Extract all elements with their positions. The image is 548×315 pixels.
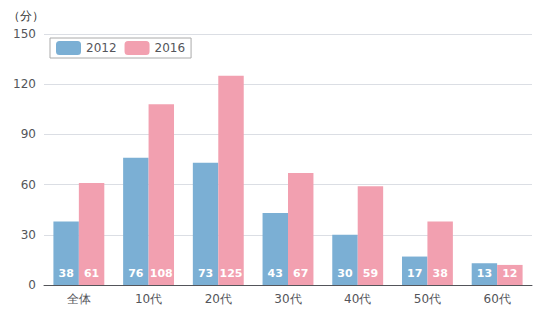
svg-text:43: 43	[268, 267, 283, 280]
svg-text:12: 12	[502, 267, 517, 280]
svg-text:60代: 60代	[484, 292, 511, 306]
svg-text:0: 0	[28, 278, 36, 292]
svg-text:17: 17	[407, 267, 422, 280]
svg-text:108: 108	[150, 267, 173, 280]
svg-text:30: 30	[21, 228, 36, 242]
svg-text:125: 125	[220, 267, 243, 280]
svg-text:38: 38	[58, 267, 73, 280]
svg-text:120: 120	[13, 77, 36, 91]
svg-text:67: 67	[293, 267, 308, 280]
svg-text:2012: 2012	[86, 41, 117, 55]
svg-text:73: 73	[198, 267, 213, 280]
svg-text:61: 61	[84, 267, 99, 280]
svg-text:90: 90	[21, 127, 36, 141]
svg-text:10代: 10代	[135, 292, 162, 306]
svg-text:60: 60	[21, 178, 36, 192]
svg-text:全体: 全体	[67, 292, 91, 306]
svg-text:76: 76	[128, 267, 144, 280]
svg-text:13: 13	[477, 267, 492, 280]
svg-text:30: 30	[337, 267, 353, 280]
svg-text:（分）: （分）	[8, 9, 44, 23]
svg-text:150: 150	[13, 27, 36, 41]
svg-text:20代: 20代	[205, 292, 232, 306]
svg-text:30代: 30代	[274, 292, 301, 306]
svg-text:40代: 40代	[344, 292, 371, 306]
svg-text:38: 38	[432, 267, 447, 280]
svg-text:59: 59	[363, 267, 378, 280]
svg-text:50代: 50代	[414, 292, 441, 306]
svg-text:2016: 2016	[155, 41, 186, 55]
